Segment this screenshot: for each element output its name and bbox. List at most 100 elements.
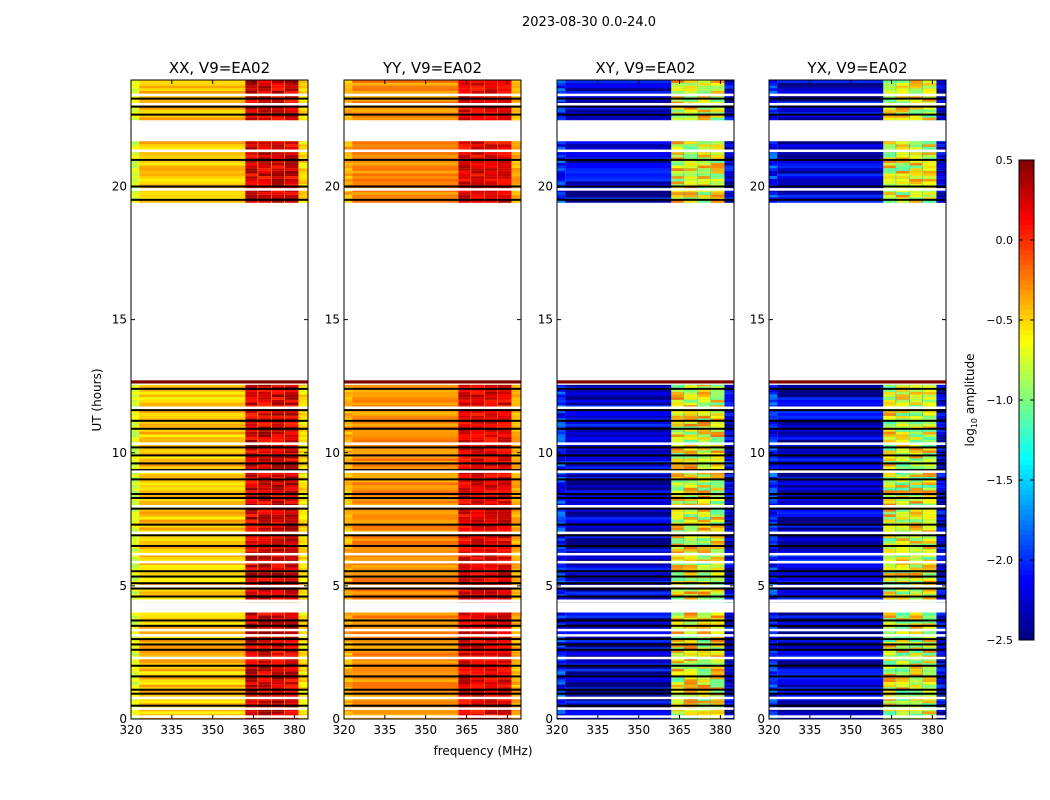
y-tick-label: 10 — [325, 446, 340, 460]
heatmap-cell — [909, 689, 923, 693]
heatmap-cell — [484, 711, 498, 714]
heatmap-cell — [131, 687, 140, 691]
heatmap-cell — [298, 98, 308, 102]
heatmap-cell — [344, 194, 353, 198]
heatmap-cell — [511, 167, 521, 171]
heatmap-cell — [139, 143, 246, 147]
heatmap-cell — [896, 444, 910, 448]
heatmap-cell — [710, 644, 725, 648]
heatmap-cell — [671, 647, 684, 651]
heatmap-cell — [697, 588, 711, 592]
heatmap-cell — [557, 631, 566, 635]
heatmap-cell — [258, 154, 272, 158]
heatmap-cell — [139, 644, 246, 648]
heatmap-cell — [352, 620, 459, 624]
heatmap-cell — [922, 426, 937, 430]
heatmap-cell — [777, 623, 884, 627]
heatmap-cell — [671, 652, 684, 656]
heatmap-cell — [769, 625, 778, 629]
flagged-row — [344, 97, 521, 100]
heatmap-cell — [344, 399, 353, 403]
heatmap-cell — [710, 420, 725, 424]
heatmap-cell — [139, 146, 246, 150]
heatmap-cell — [684, 516, 698, 520]
heatmap-cell — [471, 713, 485, 717]
heatmap-cell — [922, 521, 937, 525]
heatmap-cell — [697, 695, 711, 698]
heatmap-cell — [245, 668, 258, 672]
heatmap-cell — [896, 500, 910, 504]
heatmap-cell — [139, 191, 246, 195]
heatmap-cell — [139, 543, 246, 547]
heatmap-cell — [139, 521, 246, 525]
heatmap-cell — [471, 543, 485, 547]
flagged-row — [557, 587, 734, 590]
heatmap-cell — [557, 410, 566, 414]
heatmap-cell — [710, 404, 725, 408]
heatmap-cell — [344, 500, 353, 504]
heatmap-cell — [710, 593, 725, 597]
heatmap-cell — [484, 583, 498, 587]
heatmap-cell — [769, 476, 778, 480]
heatmap-cell — [344, 444, 353, 448]
heatmap-cell — [936, 668, 946, 672]
heatmap-cell — [471, 173, 485, 177]
heatmap-cell — [484, 439, 498, 443]
heatmap-cell — [352, 186, 459, 190]
heatmap-cell — [769, 623, 778, 627]
heatmap-cell — [769, 511, 778, 515]
heatmap-cell — [936, 439, 946, 443]
heatmap-cell — [245, 412, 258, 416]
heatmap-cell — [271, 439, 285, 443]
heatmap-cell — [497, 426, 512, 430]
heatmap-cell — [922, 615, 937, 619]
heatmap-cell — [484, 476, 498, 480]
heatmap-cell — [511, 404, 521, 408]
heatmap-cell — [684, 649, 698, 653]
heatmap-cell — [352, 503, 459, 507]
heatmap-cell — [284, 687, 299, 691]
heatmap-cell — [352, 537, 459, 541]
heatmap-cell — [497, 543, 512, 547]
heatmap-cell — [245, 695, 258, 698]
heatmap-cell — [484, 540, 498, 544]
heatmap-cell — [883, 482, 896, 485]
heatmap-cell — [458, 466, 471, 470]
heatmap-cell — [777, 535, 884, 539]
heatmap-cell — [710, 194, 725, 198]
heatmap-cell — [565, 197, 672, 201]
heatmap-cell — [258, 402, 272, 406]
heatmap-cell — [245, 516, 258, 520]
heatmap-cell — [724, 428, 734, 432]
heatmap-cell — [710, 543, 725, 547]
heatmap-cell — [271, 95, 285, 99]
heatmap-cell — [936, 524, 946, 528]
heatmap-cell — [883, 572, 896, 576]
flagged-row — [131, 638, 308, 641]
heatmap-cell — [565, 529, 672, 533]
heatmap-cell — [284, 141, 299, 145]
heatmap-cell — [710, 199, 725, 203]
heatmap-cell — [497, 673, 512, 677]
flagged-row — [557, 158, 734, 161]
heatmap-cell — [344, 386, 353, 390]
heatmap-cell — [458, 431, 471, 435]
heatmap-cell — [139, 711, 246, 714]
heatmap-cell — [298, 117, 308, 121]
heatmap-cell — [258, 623, 272, 627]
heatmap-cell — [697, 181, 711, 185]
heatmap-cell — [258, 593, 272, 597]
heatmap-cell — [484, 384, 498, 387]
heatmap-cell — [497, 183, 512, 187]
heatmap-cell — [896, 644, 910, 648]
heatmap-cell — [724, 484, 734, 488]
heatmap-cell — [671, 649, 684, 653]
heatmap-cell — [284, 388, 299, 392]
heatmap-cell — [697, 420, 711, 424]
heatmap-cell — [139, 503, 246, 507]
heatmap-cell — [139, 551, 246, 555]
heatmap-cell — [896, 463, 910, 467]
heatmap-cell — [684, 175, 698, 179]
heatmap-cell — [352, 173, 459, 177]
heatmap-cell — [497, 399, 512, 403]
